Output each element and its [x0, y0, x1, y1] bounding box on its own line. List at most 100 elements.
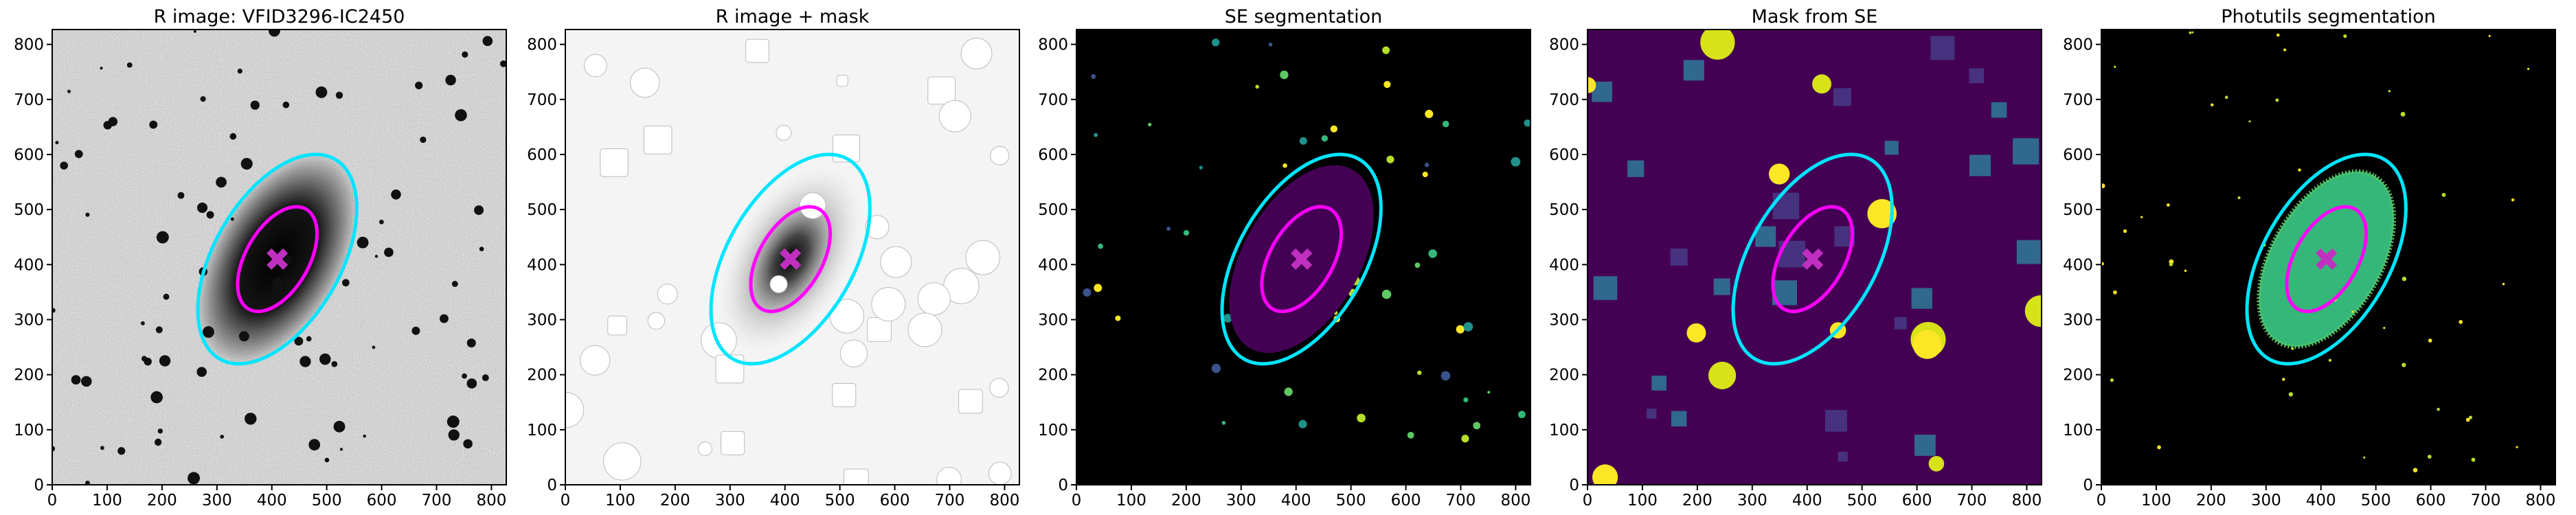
y-tick-label: 300	[1549, 311, 1579, 329]
mask-circle	[701, 322, 737, 359]
star	[308, 439, 321, 451]
segment	[1425, 109, 1434, 119]
mask-circle	[1686, 323, 1706, 343]
x-tick-label: 500	[1336, 492, 1366, 510]
star	[141, 356, 148, 362]
panel	[1588, 30, 2042, 485]
segment	[1199, 165, 1203, 170]
mask-circle	[871, 287, 906, 321]
segment	[2516, 446, 2518, 448]
segment	[2248, 120, 2251, 123]
mask-circle	[990, 146, 1010, 165]
star	[357, 236, 369, 249]
star	[103, 121, 112, 130]
segment	[2276, 33, 2280, 37]
axes-frame	[1076, 29, 1531, 485]
mask-circle	[580, 345, 611, 376]
x-tick-label: 100	[1116, 492, 1146, 510]
segment	[2351, 310, 2354, 313]
segment	[1083, 288, 1092, 297]
star	[411, 326, 420, 335]
segment	[1463, 321, 1473, 332]
mask-circle	[1912, 330, 1942, 359]
mask-square	[832, 382, 857, 407]
star	[188, 472, 201, 485]
x-tick-label: 500	[825, 492, 855, 510]
segment	[2388, 90, 2391, 93]
segment	[1518, 411, 1526, 419]
mask-circle	[1768, 163, 1790, 185]
y-tick-label: 500	[14, 201, 44, 219]
segment	[2471, 457, 2476, 462]
mask-circle	[865, 215, 890, 240]
segment	[1148, 122, 1152, 126]
aperture-ellipse	[2245, 152, 2408, 366]
segment	[1456, 325, 1465, 334]
star	[500, 60, 506, 67]
y-tick-label: 500	[1038, 201, 1068, 219]
star	[150, 391, 163, 404]
mask-square	[1991, 102, 2007, 118]
chart-title: SE segmentation	[1225, 6, 1382, 27]
y-tick-label: 700	[2063, 91, 2093, 109]
aperture-ellipse	[2285, 205, 2369, 314]
x-tick-label: 0	[561, 492, 571, 510]
mask-circle	[965, 240, 1001, 275]
chart-title: Mask from SE	[1752, 6, 1878, 27]
y-tick-label: 800	[527, 36, 557, 54]
x-tick-label: 800	[989, 492, 1019, 510]
panel	[52, 30, 506, 485]
segment	[1268, 43, 1273, 47]
mask-square	[1651, 376, 1667, 391]
star	[155, 326, 163, 334]
segment	[1440, 371, 1451, 381]
y-tick-label: 800	[2063, 36, 2093, 54]
x-tick-label: 0	[2097, 492, 2107, 510]
mask-square	[1914, 435, 1936, 456]
star	[156, 231, 169, 244]
y-tick-label: 200	[1038, 367, 1068, 385]
mask-square	[1969, 154, 1991, 176]
x-tick-label: 500	[1847, 492, 1877, 510]
y-tick-label: 200	[2063, 367, 2093, 385]
mask-circle	[657, 284, 678, 305]
y-tick-label: 100	[1038, 422, 1068, 439]
star	[159, 355, 171, 367]
mask-circle	[880, 246, 912, 278]
star	[445, 74, 456, 86]
star	[216, 176, 227, 188]
aperture-ellipse	[236, 205, 319, 314]
y-tick-label: 600	[14, 146, 44, 164]
mask-square	[1930, 36, 1955, 60]
mask-circle	[769, 275, 788, 293]
x-tick-label: 400	[1281, 492, 1311, 510]
segment	[2288, 392, 2294, 397]
segment	[1473, 422, 1481, 430]
star	[342, 279, 350, 287]
segment	[1223, 313, 1232, 323]
aperture-ellipse	[709, 152, 872, 366]
segment	[1417, 370, 1422, 376]
star	[140, 321, 145, 325]
star	[333, 420, 346, 433]
mask-circle	[647, 312, 666, 330]
y-tick-label: 100	[527, 422, 557, 439]
mask-square	[721, 431, 745, 455]
mask-circle	[1708, 361, 1737, 389]
star	[474, 205, 484, 215]
segment	[2167, 203, 2170, 207]
star	[126, 62, 133, 68]
segment	[1255, 84, 1259, 89]
star	[294, 336, 304, 346]
star	[272, 283, 282, 293]
center-marker	[2316, 248, 2338, 270]
segment	[2237, 196, 2241, 200]
segment	[1386, 155, 1394, 163]
mask-circle	[1867, 198, 1897, 229]
star	[372, 345, 376, 350]
segment	[2283, 48, 2287, 52]
segment	[1298, 420, 1307, 428]
star	[420, 136, 427, 144]
center-marker	[1291, 248, 1313, 270]
y-tick-label: 700	[14, 91, 44, 109]
